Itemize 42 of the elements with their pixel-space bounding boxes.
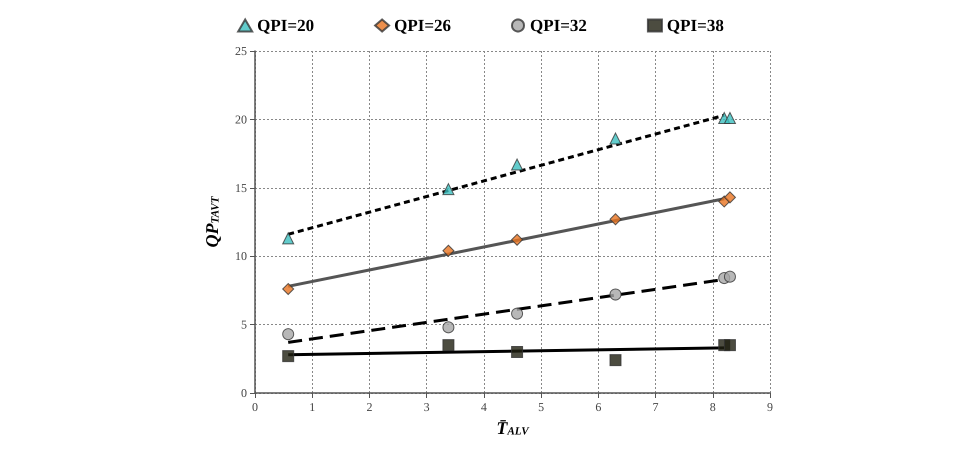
x-tick-label: 6 — [595, 400, 602, 414]
y-tick-label: 10 — [235, 249, 247, 264]
x-tick-label: 4 — [480, 400, 487, 414]
x-axis-title: T̄ALV — [496, 418, 530, 438]
point — [724, 339, 736, 352]
point — [442, 321, 454, 334]
legend-label: QPI=38 — [666, 16, 724, 35]
point — [511, 346, 524, 358]
y-tick-label: 25 — [235, 44, 247, 58]
x-tick-label: 3 — [424, 400, 430, 414]
point — [282, 232, 294, 244]
point — [282, 328, 294, 340]
x-tick-label: 9 — [767, 400, 773, 414]
point — [724, 191, 736, 204]
point — [724, 270, 736, 283]
y-tick-label: 5 — [241, 318, 247, 332]
point — [282, 283, 294, 296]
point — [610, 354, 622, 366]
legend-label: QPI=32 — [530, 16, 587, 35]
point — [511, 158, 524, 171]
y-axis-title: QPTAVT — [202, 195, 222, 248]
legend-label: QPI=26 — [394, 16, 452, 35]
y-tick-label: 0 — [241, 386, 247, 400]
legend-label: QPI=20 — [257, 16, 314, 35]
point — [511, 234, 524, 246]
y-tick-label: 15 — [235, 180, 247, 195]
point — [610, 288, 622, 300]
point — [442, 244, 454, 257]
point — [442, 339, 454, 352]
x-tick-label: 8 — [710, 400, 716, 414]
x-tick-label: 0 — [252, 400, 258, 414]
point — [724, 112, 736, 124]
point — [282, 350, 294, 362]
point — [610, 132, 622, 145]
x-tick-label: 2 — [366, 400, 372, 414]
point — [442, 183, 454, 196]
x-tick-label: 5 — [538, 400, 544, 414]
y-tick-label: 20 — [235, 112, 247, 126]
point — [511, 308, 524, 320]
x-tick-label: 1 — [309, 400, 316, 414]
point — [610, 213, 622, 226]
x-tick-label: 7 — [652, 400, 659, 414]
